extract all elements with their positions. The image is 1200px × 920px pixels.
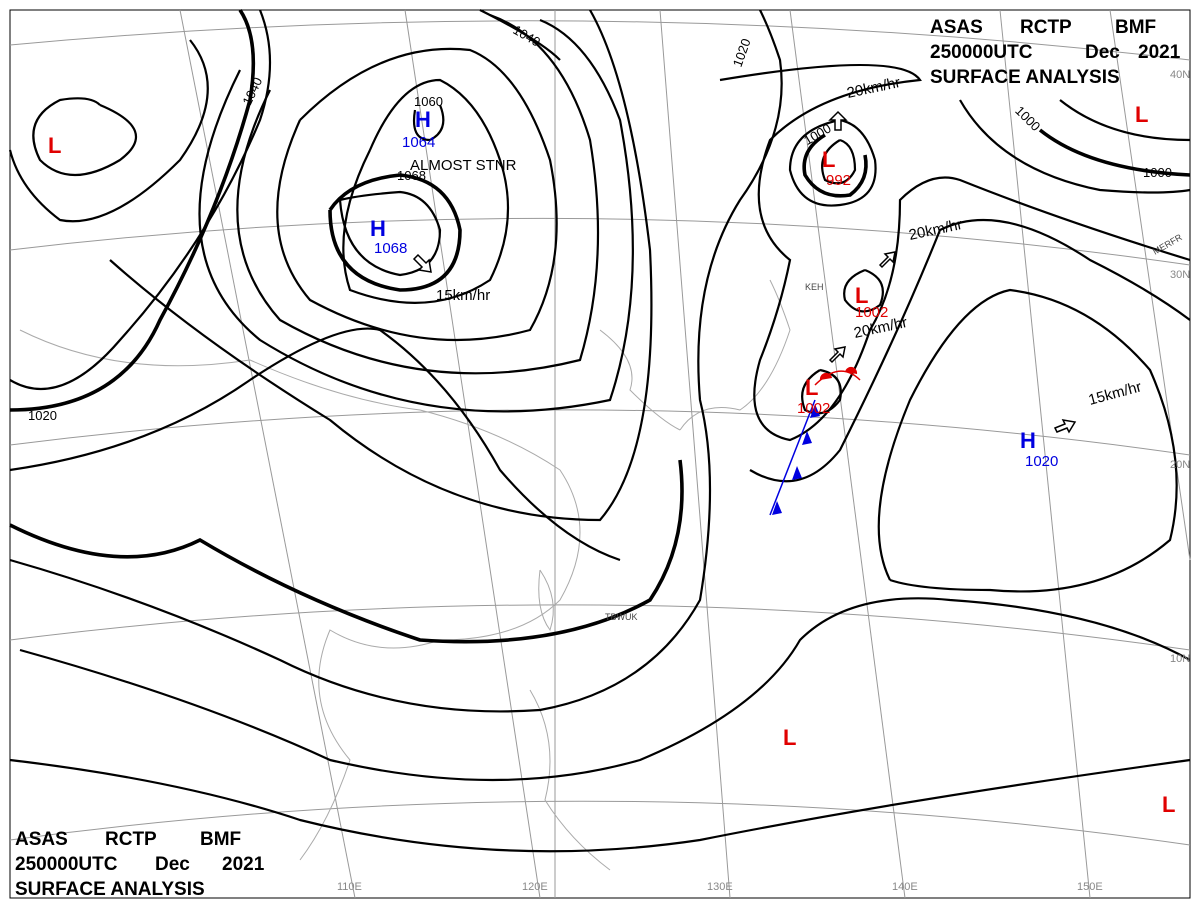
header-top-right: ASAS RCTP BMF 250000UTC Dec 2021 SURFACE… [930, 17, 1181, 88]
station-labels: TBWUK KEH MERFR [605, 232, 1184, 622]
graticule [9, 9, 1191, 899]
svg-text:1020: 1020 [28, 408, 57, 423]
svg-text:RCTP: RCTP [105, 829, 157, 850]
svg-text:BMF: BMF [1115, 17, 1156, 38]
svg-text:1020: 1020 [730, 37, 754, 69]
svg-text:1064: 1064 [402, 134, 435, 151]
isobars [8, 9, 1191, 853]
low-center: L [855, 283, 868, 308]
svg-text:1000: 1000 [1143, 165, 1172, 180]
fronts [769, 366, 861, 516]
high-center: H [415, 107, 431, 132]
low-center: L [822, 147, 835, 172]
svg-text:2021: 2021 [1138, 42, 1181, 63]
svg-text:Dec: Dec [155, 854, 190, 875]
svg-text:20km/hr: 20km/hr [845, 74, 902, 102]
low-center: L [1162, 792, 1175, 817]
svg-text:ASAS: ASAS [15, 829, 68, 850]
svg-text:BMF: BMF [200, 829, 241, 850]
svg-text:TBWUK: TBWUK [605, 612, 638, 622]
svg-text:992: 992 [826, 172, 851, 189]
svg-text:250000UTC: 250000UTC [15, 854, 118, 875]
pressure-systems: L H 1064 H 1068 L 992 L 1002 L 1002 H 10… [48, 102, 1175, 817]
svg-text:10N: 10N [1170, 653, 1190, 665]
svg-text:140E: 140E [892, 881, 918, 893]
svg-text:40N: 40N [1170, 69, 1190, 81]
warm-front-semicircles [819, 366, 858, 380]
svg-text:1002: 1002 [797, 400, 830, 417]
header-bottom-left: ASAS RCTP BMF 250000UTC Dec 2021 SURFACE… [15, 829, 265, 900]
svg-text:KEH: KEH [805, 282, 824, 292]
high-center: H [1020, 428, 1036, 453]
svg-text:1002: 1002 [855, 304, 888, 321]
svg-text:2021: 2021 [222, 854, 265, 875]
svg-text:15km/hr: 15km/hr [436, 287, 490, 304]
low-center: L [805, 375, 818, 400]
svg-text:20N: 20N [1170, 459, 1190, 471]
svg-text:15km/hr: 15km/hr [1087, 378, 1144, 408]
map-border [9, 9, 1191, 899]
svg-text:1068: 1068 [374, 240, 407, 257]
svg-text:120E: 120E [522, 881, 548, 893]
svg-text:ASAS: ASAS [930, 17, 983, 38]
low-center: L [1135, 102, 1148, 127]
svg-text:ALMOST STNR: ALMOST STNR [410, 157, 517, 174]
svg-text:130E: 130E [707, 881, 733, 893]
svg-text:110E: 110E [337, 881, 362, 893]
coordinate-labels: 110E 120E 130E 140E 150E 40N 30N 20N 10N [337, 69, 1190, 893]
svg-text:SURFACE ANALYSIS: SURFACE ANALYSIS [930, 67, 1120, 88]
warm-front [814, 370, 861, 386]
cold-front [769, 399, 816, 516]
svg-text:RCTP: RCTP [1020, 17, 1072, 38]
svg-text:150E: 150E [1077, 881, 1103, 893]
svg-text:SURFACE ANALYSIS: SURFACE ANALYSIS [15, 879, 205, 900]
svg-text:Dec: Dec [1085, 42, 1120, 63]
movement-arrows [412, 110, 1077, 434]
high-center: H [370, 216, 386, 241]
low-center: L [783, 725, 796, 750]
svg-text:1020: 1020 [1025, 453, 1058, 470]
svg-text:1068: 1068 [397, 168, 426, 183]
svg-text:1040: 1040 [239, 75, 265, 108]
svg-text:30N: 30N [1170, 269, 1190, 281]
svg-text:1060: 1060 [414, 94, 443, 109]
svg-text:1000: 1000 [1012, 103, 1043, 134]
svg-text:1000: 1000 [801, 120, 834, 147]
coastlines [19, 279, 791, 871]
svg-text:250000UTC: 250000UTC [930, 42, 1033, 63]
low-center: L [48, 133, 61, 158]
cold-front-triangles [772, 404, 820, 515]
